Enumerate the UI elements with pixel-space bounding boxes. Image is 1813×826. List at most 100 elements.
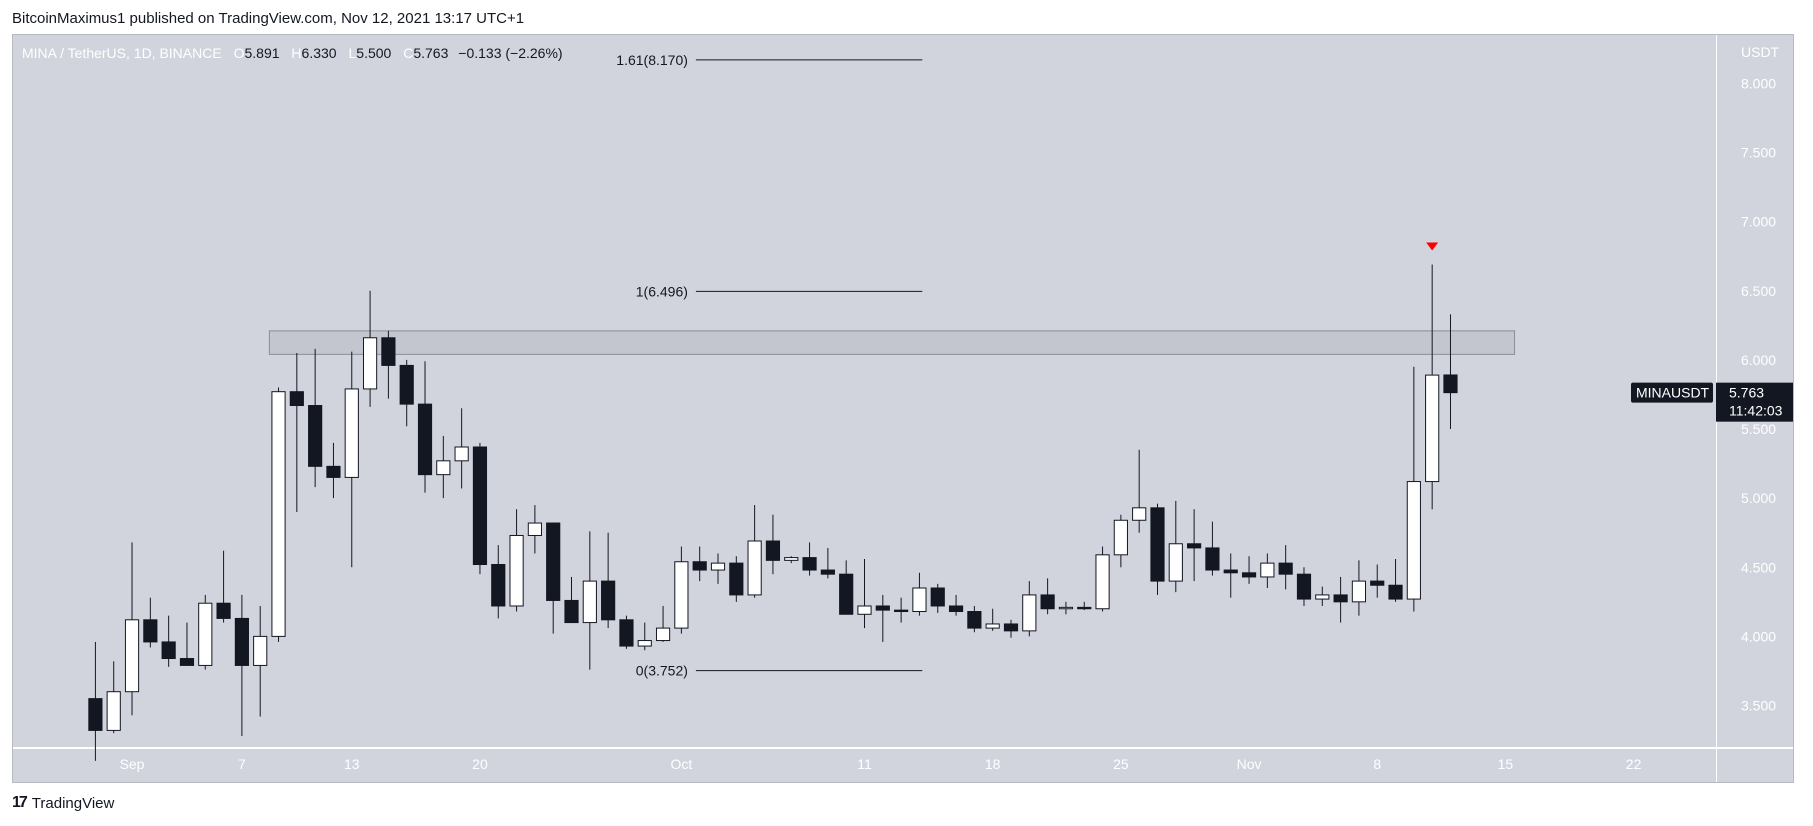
candle[interactable]: [1205, 521, 1220, 576]
candle-body: [1241, 572, 1257, 578]
price-tag-value: 5.763: [1729, 385, 1764, 401]
candle[interactable]: [692, 546, 707, 582]
candle[interactable]: [1388, 558, 1403, 602]
candle[interactable]: [948, 594, 964, 616]
candle[interactable]: [546, 522, 561, 634]
tradingview-footer[interactable]: 17 TradingView: [12, 794, 114, 812]
price-tick-label: 8.000: [1741, 75, 1776, 91]
candle[interactable]: [289, 352, 304, 512]
candle-body: [234, 617, 249, 666]
candle-body: [784, 557, 799, 561]
candle[interactable]: [802, 542, 817, 576]
resistance-zone[interactable]: [268, 330, 1516, 355]
candle[interactable]: [619, 615, 634, 649]
candle[interactable]: [161, 615, 176, 667]
candle[interactable]: [253, 605, 268, 717]
candle[interactable]: [637, 622, 652, 651]
candle[interactable]: [894, 597, 909, 623]
candle[interactable]: [417, 361, 433, 493]
legend-low-label: L: [348, 45, 357, 61]
candle[interactable]: [308, 348, 323, 488]
candle[interactable]: [198, 594, 213, 670]
candle-body: [765, 540, 781, 561]
candle-body: [967, 611, 982, 629]
candle[interactable]: [857, 558, 872, 629]
candle[interactable]: [967, 605, 982, 633]
legend-symbol[interactable]: MINA / TetherUS, 1D, BINANCE: [22, 45, 222, 61]
candle[interactable]: [1278, 545, 1293, 590]
time-axis[interactable]: [13, 748, 1716, 782]
candle[interactable]: [1113, 514, 1128, 568]
candle[interactable]: [729, 556, 744, 602]
candle-body: [1260, 562, 1275, 578]
candle[interactable]: [271, 387, 286, 642]
candle[interactable]: [454, 408, 469, 489]
candle[interactable]: [1132, 449, 1147, 533]
candle[interactable]: [1241, 556, 1257, 584]
candle[interactable]: [1315, 586, 1330, 606]
legend-high-label: H: [291, 45, 302, 61]
candle[interactable]: [1406, 366, 1421, 612]
candle[interactable]: [1095, 546, 1110, 612]
candle[interactable]: [399, 359, 414, 427]
candle[interactable]: [344, 351, 359, 568]
symbol-legend: MINA / TetherUS, 1D, BINANCE O5.891 H6.3…: [22, 45, 563, 61]
time-tick-label: 13: [344, 756, 360, 772]
candle[interactable]: [179, 622, 195, 666]
candle[interactable]: [527, 505, 542, 554]
candle[interactable]: [710, 553, 726, 584]
candle[interactable]: [326, 442, 341, 499]
candle-body: [1095, 554, 1110, 610]
candle[interactable]: [1187, 509, 1202, 582]
candle[interactable]: [1333, 576, 1348, 623]
candle[interactable]: [582, 531, 597, 670]
candle[interactable]: [820, 547, 835, 579]
candle[interactable]: [1168, 500, 1183, 593]
time-tick-label: 22: [1626, 756, 1642, 772]
candle[interactable]: [362, 290, 378, 407]
candle-body: [1333, 594, 1348, 603]
candle[interactable]: [234, 594, 249, 736]
candle[interactable]: [674, 546, 689, 634]
candle-body: [381, 337, 396, 366]
candle[interactable]: [381, 330, 396, 399]
price-tick-label: 6.000: [1741, 352, 1776, 368]
candle[interactable]: [1425, 264, 1440, 510]
candle[interactable]: [1351, 560, 1367, 616]
candle[interactable]: [124, 542, 140, 716]
candle[interactable]: [839, 560, 854, 615]
candle[interactable]: [1443, 314, 1458, 430]
candle[interactable]: [216, 550, 231, 623]
candle-body: [143, 619, 158, 643]
candle[interactable]: [1223, 553, 1238, 598]
candle[interactable]: [601, 532, 616, 629]
candle[interactable]: [564, 576, 579, 624]
candle[interactable]: [912, 572, 927, 616]
candle[interactable]: [784, 556, 799, 564]
candle[interactable]: [1370, 564, 1385, 598]
candle[interactable]: [106, 661, 121, 734]
candle[interactable]: [509, 509, 524, 612]
candle[interactable]: [747, 505, 762, 598]
candle[interactable]: [436, 435, 451, 499]
candle[interactable]: [491, 545, 506, 619]
candle[interactable]: [88, 641, 103, 761]
candle[interactable]: [930, 583, 945, 613]
candle[interactable]: [472, 442, 488, 575]
candle[interactable]: [1003, 619, 1019, 638]
candle-body: [729, 562, 744, 596]
candle[interactable]: [1296, 567, 1312, 606]
candle[interactable]: [985, 608, 1000, 631]
candle[interactable]: [1260, 553, 1275, 589]
candle[interactable]: [1077, 601, 1092, 611]
candle[interactable]: [655, 605, 671, 642]
candle[interactable]: [1058, 601, 1074, 615]
candle[interactable]: [875, 594, 890, 642]
candle[interactable]: [1022, 581, 1037, 637]
candle[interactable]: [765, 514, 781, 575]
price-tick-label: 5.000: [1741, 490, 1776, 506]
candle[interactable]: [1150, 503, 1165, 595]
candle[interactable]: [1040, 578, 1055, 615]
candle[interactable]: [143, 597, 158, 648]
time-tick-label: Nov: [1237, 756, 1262, 772]
